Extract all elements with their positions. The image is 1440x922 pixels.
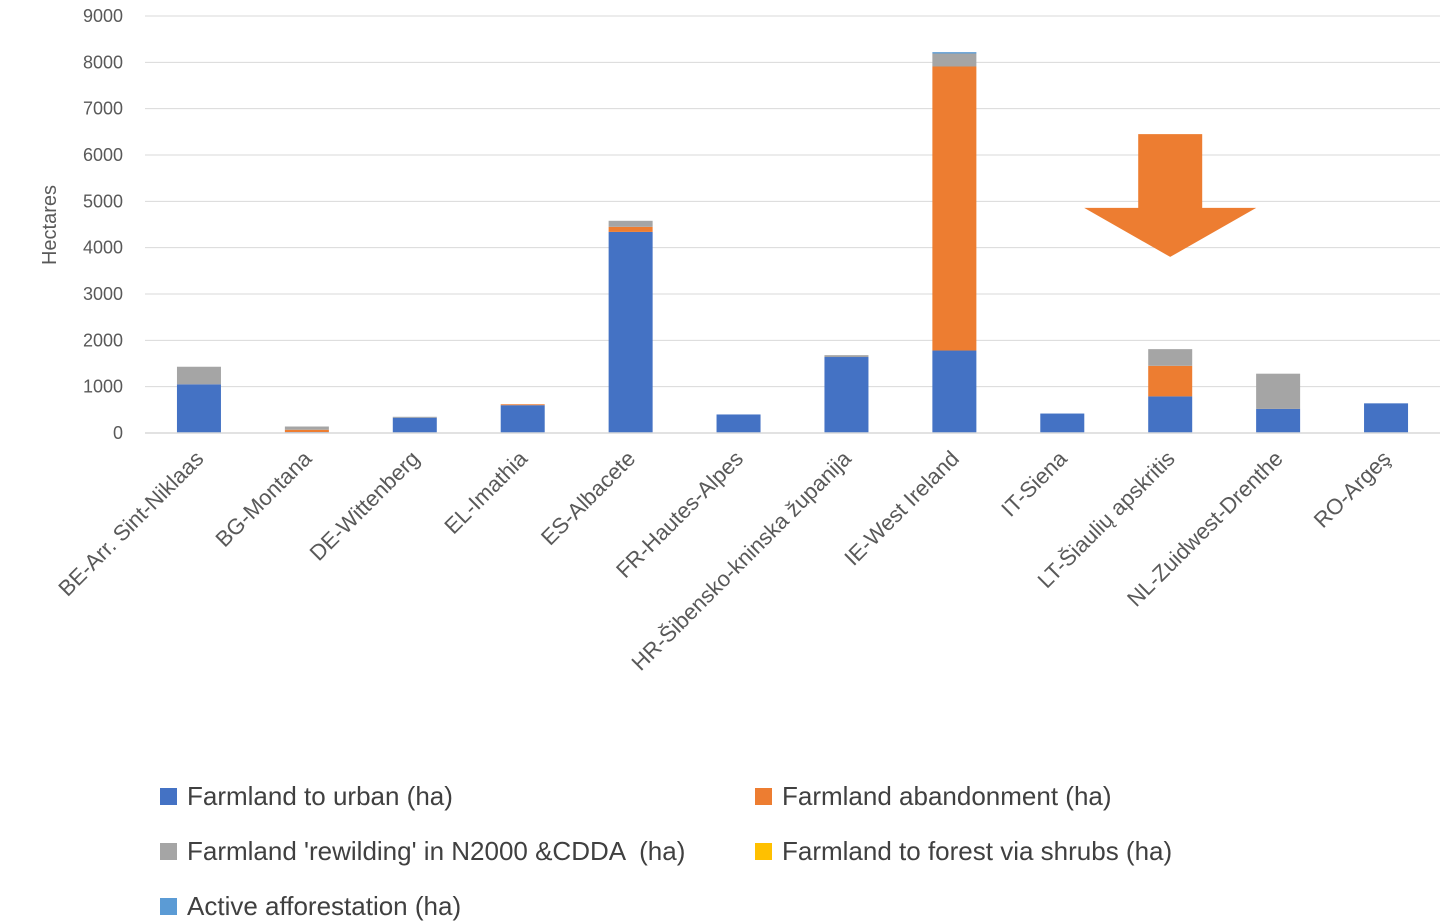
bar-segment: [824, 355, 869, 358]
bar-segment: [608, 226, 653, 232]
y-tick-label: 0: [113, 423, 123, 443]
y-tick-label: 5000: [83, 191, 123, 211]
y-axis-label: Hectares: [39, 185, 61, 265]
bar-segment: [1256, 373, 1301, 409]
x-tick-label: DE-Wittenberg: [305, 446, 425, 566]
y-tick-label: 7000: [83, 99, 123, 119]
x-tick-label: ES-Albacete: [536, 446, 640, 550]
x-tick-label: IT-Siena: [996, 445, 1072, 521]
y-tick-label: 2000: [83, 330, 123, 350]
bar-segment: [392, 416, 437, 418]
bar-segment: [932, 66, 977, 351]
x-tick-label: HR-Šibensko-kninska županija: [626, 445, 856, 675]
x-tick-label: RO-Argeş: [1309, 446, 1396, 533]
bar-segment: [1040, 413, 1085, 433]
x-tick-label: BE-Arr. Sint-Niklaas: [53, 446, 208, 601]
bar-segment: [500, 405, 545, 433]
y-tick-label: 1000: [83, 377, 123, 397]
y-tick-label: 8000: [83, 52, 123, 72]
bar-segment: [284, 429, 329, 433]
bar-segment: [176, 384, 221, 433]
y-tick-label: 3000: [83, 284, 123, 304]
x-tick-label: BG-Montana: [211, 445, 317, 551]
x-tick-label: EL-Imathia: [439, 445, 532, 538]
annotations: [1084, 134, 1257, 257]
bar-segment: [1148, 365, 1193, 397]
bar-segment: [392, 417, 437, 433]
y-axis-ticks: 0 1000 2000 3000 4000 5000 6000 7000 8000 9000: [83, 6, 123, 443]
bar-segment: [1148, 349, 1193, 366]
arrow-down-annotation: [1084, 134, 1257, 257]
bar-segment: [932, 52, 977, 54]
bars: [176, 52, 1409, 433]
bar-segment: [824, 357, 869, 433]
bar-segment: [1364, 403, 1409, 433]
bar-segment: [176, 366, 221, 385]
bar-segment: [1148, 396, 1193, 433]
y-tick-label: 6000: [83, 145, 123, 165]
gridlines: [145, 15, 1440, 388]
bar-segment: [1256, 408, 1301, 433]
x-tick-label: IE-West Ireland: [839, 446, 964, 571]
bar-segment: [608, 231, 653, 433]
bar-segment: [932, 350, 977, 433]
y-tick-label: 4000: [83, 238, 123, 258]
bar-segment: [500, 404, 545, 406]
bar-segment: [716, 414, 761, 433]
bar-segment: [284, 426, 329, 430]
bar-segment: [932, 53, 977, 67]
x-axis-ticks: BE-Arr. Sint-Niklaas BG-MontanaDE-Wittenb…: [53, 445, 1395, 675]
y-tick-label: 9000: [83, 6, 123, 26]
bar-segment: [608, 220, 653, 227]
